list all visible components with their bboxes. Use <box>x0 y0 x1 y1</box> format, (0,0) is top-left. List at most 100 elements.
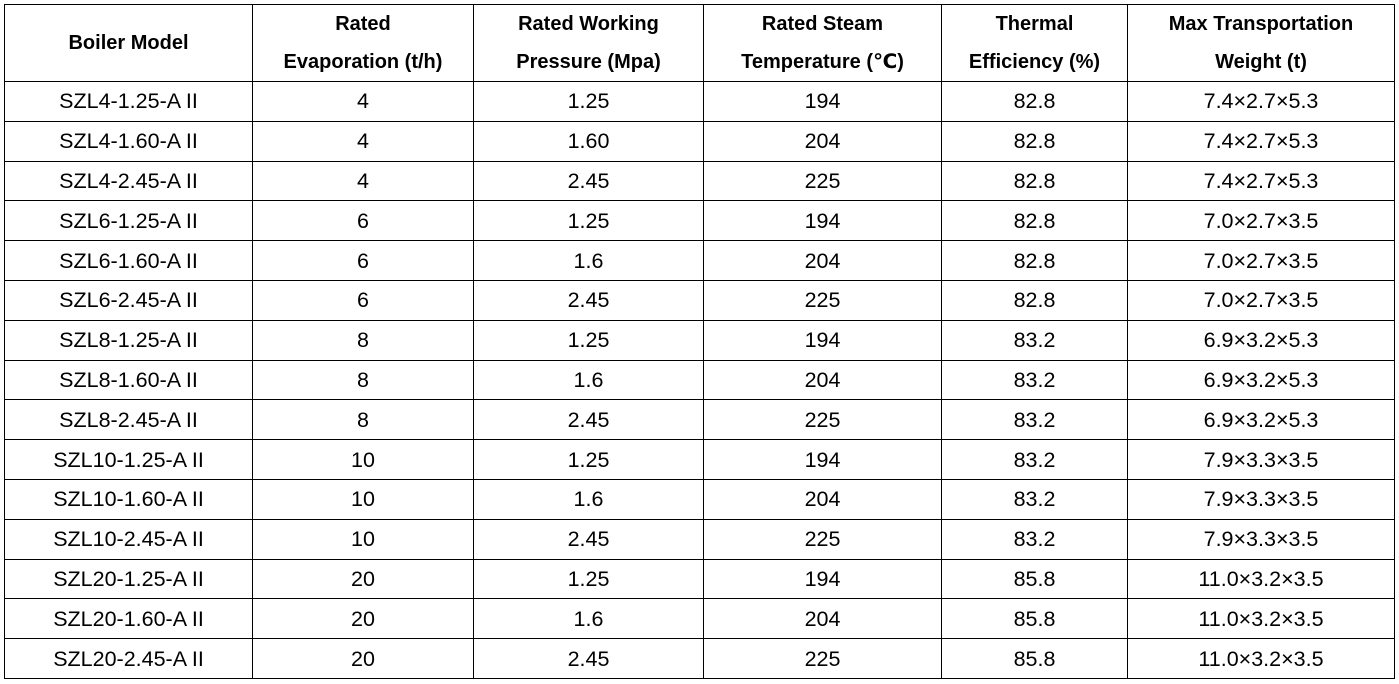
max-transportation-weight-cell: 7.4×2.7×5.3 <box>1127 120 1395 162</box>
rated-evaporation-cell: 10 <box>252 439 474 480</box>
rated-working-pressure-cell: 2.45 <box>473 279 704 321</box>
rated-steam-temperature-cell: 225 <box>703 160 942 202</box>
rated-working-pressure-cell: 1.25 <box>473 319 704 361</box>
max-transportation-weight-cell: 7.0×2.7×3.5 <box>1127 200 1395 242</box>
rated-working-pressure-cell: 1.6 <box>473 359 704 401</box>
boiler-model-cell: SZL20-2.45-A II <box>4 638 253 679</box>
max-transportation-weight-cell: 7.9×3.3×3.5 <box>1127 518 1395 560</box>
rated-steam-temperature-cell: 204 <box>703 478 942 520</box>
header-label-line: Rated Working <box>518 13 659 35</box>
boiler-model-cell: SZL4-1.25-A II <box>4 81 253 122</box>
rated-evaporation-cell: 20 <box>252 558 474 600</box>
thermal-efficiency-cell: 83.2 <box>941 439 1128 480</box>
boiler-model-cell: SZL6-1.25-A II <box>4 200 253 242</box>
max-transportation-weight-header: Max Transportation Weight (t) <box>1127 4 1395 82</box>
rated-steam-temperature-cell: 204 <box>703 240 942 281</box>
rated-steam-temperature-cell: 194 <box>703 319 942 361</box>
thermal-efficiency-cell: 83.2 <box>941 399 1128 441</box>
max-transportation-weight-cell: 6.9×3.2×5.3 <box>1127 319 1395 361</box>
boiler-model-cell: SZL8-1.25-A II <box>4 319 253 361</box>
rated-steam-temperature-cell: 225 <box>703 518 942 560</box>
rated-evaporation-cell: 10 <box>252 518 474 560</box>
rated-steam-temperature-cell: 225 <box>703 399 942 441</box>
thermal-efficiency-cell: 85.8 <box>941 598 1128 640</box>
rated-evaporation-cell: 20 <box>252 598 474 640</box>
table-row: SZL4-2.45-A II 4 2.45 225 82.8 7.4×2.7×5.3 <box>4 160 1395 202</box>
rated-steam-temperature-cell: 194 <box>703 81 942 122</box>
table-row: SZL8-2.45-A II 8 2.45 225 83.2 6.9×3.2×5.3 <box>4 399 1395 441</box>
thermal-efficiency-cell: 82.8 <box>941 240 1128 281</box>
rated-working-pressure-header: Rated Working Pressure (Mpa) <box>473 4 704 82</box>
boiler-model-cell: SZL8-1.60-A II <box>4 359 253 401</box>
rated-evaporation-cell: 20 <box>252 638 474 679</box>
thermal-efficiency-cell: 82.8 <box>941 160 1128 202</box>
max-transportation-weight-cell: 11.0×3.2×3.5 <box>1127 638 1395 679</box>
boiler-model-cell: SZL6-1.60-A II <box>4 240 253 281</box>
max-transportation-weight-cell: 7.9×3.3×3.5 <box>1127 478 1395 520</box>
max-transportation-weight-cell: 6.9×3.2×5.3 <box>1127 399 1395 441</box>
boiler-model-cell: SZL10-1.60-A II <box>4 478 253 520</box>
boiler-model-cell: SZL20-1.25-A II <box>4 558 253 600</box>
boiler-model-cell: SZL20-1.60-A II <box>4 598 253 640</box>
rated-evaporation-cell: 8 <box>252 359 474 401</box>
rated-steam-temperature-cell: 204 <box>703 598 942 640</box>
boiler-spec-table: Boiler Model Rated Evaporation (t/h) Rated … <box>4 4 1395 679</box>
table-row: SZL20-1.60-A II 20 1.6 204 85.8 11.0×3.2×3.5 <box>4 598 1395 640</box>
header-label-line: Evaporation (t/h) <box>283 51 443 73</box>
thermal-efficiency-cell: 83.2 <box>941 359 1128 401</box>
rated-evaporation-cell: 4 <box>252 120 474 162</box>
boiler-model-cell: SZL4-1.60-A II <box>4 120 253 162</box>
header-label-line: Rated Steam <box>761 13 884 35</box>
rated-working-pressure-cell: 1.6 <box>473 240 704 281</box>
thermal-efficiency-cell: 82.8 <box>941 279 1128 321</box>
header-label-line: Weight (t) <box>1215 51 1307 73</box>
rated-working-pressure-cell: 1.25 <box>473 558 704 600</box>
header-label-line: Max Transportation <box>1168 13 1354 35</box>
thermal-efficiency-cell: 82.8 <box>941 200 1128 242</box>
rated-working-pressure-cell: 1.25 <box>473 439 704 480</box>
rated-steam-temperature-cell: 194 <box>703 200 942 242</box>
max-transportation-weight-cell: 7.4×2.7×5.3 <box>1127 160 1395 202</box>
table-row: SZL8-1.25-A II 8 1.25 194 83.2 6.9×3.2×5.3 <box>4 319 1395 361</box>
rated-working-pressure-cell: 2.45 <box>473 638 704 679</box>
table-container: Boiler Model Rated Evaporation (t/h) Rated … <box>4 4 1395 679</box>
header-row: Boiler Model Rated Evaporation (t/h) Rated … <box>4 4 1395 82</box>
rated-evaporation-cell: 8 <box>252 319 474 361</box>
header-label-line: Efficiency (%) <box>968 51 1101 73</box>
max-transportation-weight-cell: 11.0×3.2×3.5 <box>1127 558 1395 600</box>
table-row: SZL10-2.45-A II 10 2.45 225 83.2 7.9×3.3×3.5 <box>4 518 1395 560</box>
rated-evaporation-header: Rated Evaporation (t/h) <box>252 4 474 82</box>
max-transportation-weight-cell: 7.4×2.7×5.3 <box>1127 81 1395 122</box>
boiler-model-cell: SZL4-2.45-A II <box>4 160 253 202</box>
header-label-line: Temperature (℃) <box>741 51 904 73</box>
rated-working-pressure-cell: 2.45 <box>473 518 704 560</box>
header-label-line: Boiler Model <box>68 32 189 54</box>
rated-steam-temperature-cell: 204 <box>703 120 942 162</box>
rated-working-pressure-cell: 1.6 <box>473 478 704 520</box>
thermal-efficiency-cell: 82.8 <box>941 120 1128 162</box>
max-transportation-weight-cell: 7.0×2.7×3.5 <box>1127 240 1395 281</box>
rated-evaporation-cell: 6 <box>252 200 474 242</box>
rated-evaporation-cell: 8 <box>252 399 474 441</box>
rated-evaporation-cell: 6 <box>252 240 474 281</box>
thermal-efficiency-cell: 82.8 <box>941 81 1128 122</box>
rated-working-pressure-cell: 2.45 <box>473 160 704 202</box>
rated-steam-temperature-cell: 225 <box>703 279 942 321</box>
table-row: SZL4-1.60-A II 4 1.60 204 82.8 7.4×2.7×5.3 <box>4 120 1395 162</box>
table-row: SZL20-2.45-A II 20 2.45 225 85.8 11.0×3.2×3.5 <box>4 638 1395 679</box>
rated-working-pressure-cell: 1.25 <box>473 200 704 242</box>
table-row: SZL20-1.25-A II 20 1.25 194 85.8 11.0×3.2×3.5 <box>4 558 1395 600</box>
rated-evaporation-cell: 4 <box>252 81 474 122</box>
rated-evaporation-cell: 4 <box>252 160 474 202</box>
thermal-efficiency-header: Thermal Efficiency (%) <box>941 4 1128 82</box>
table-row: SZL10-1.25-A II 10 1.25 194 83.2 7.9×3.3×3.5 <box>4 439 1395 480</box>
rated-steam-temperature-cell: 194 <box>703 439 942 480</box>
boiler-model-header: Boiler Model <box>4 4 253 82</box>
header-label-line: Thermal <box>995 13 1074 35</box>
max-transportation-weight-cell: 11.0×3.2×3.5 <box>1127 598 1395 640</box>
thermal-efficiency-cell: 83.2 <box>941 319 1128 361</box>
thermal-efficiency-cell: 83.2 <box>941 518 1128 560</box>
table-row: SZL6-1.25-A II 6 1.25 194 82.8 7.0×2.7×3.5 <box>4 200 1395 242</box>
boiler-model-cell: SZL10-2.45-A II <box>4 518 253 560</box>
table-row: SZL4-1.25-A II 4 1.25 194 82.8 7.4×2.7×5.3 <box>4 81 1395 122</box>
